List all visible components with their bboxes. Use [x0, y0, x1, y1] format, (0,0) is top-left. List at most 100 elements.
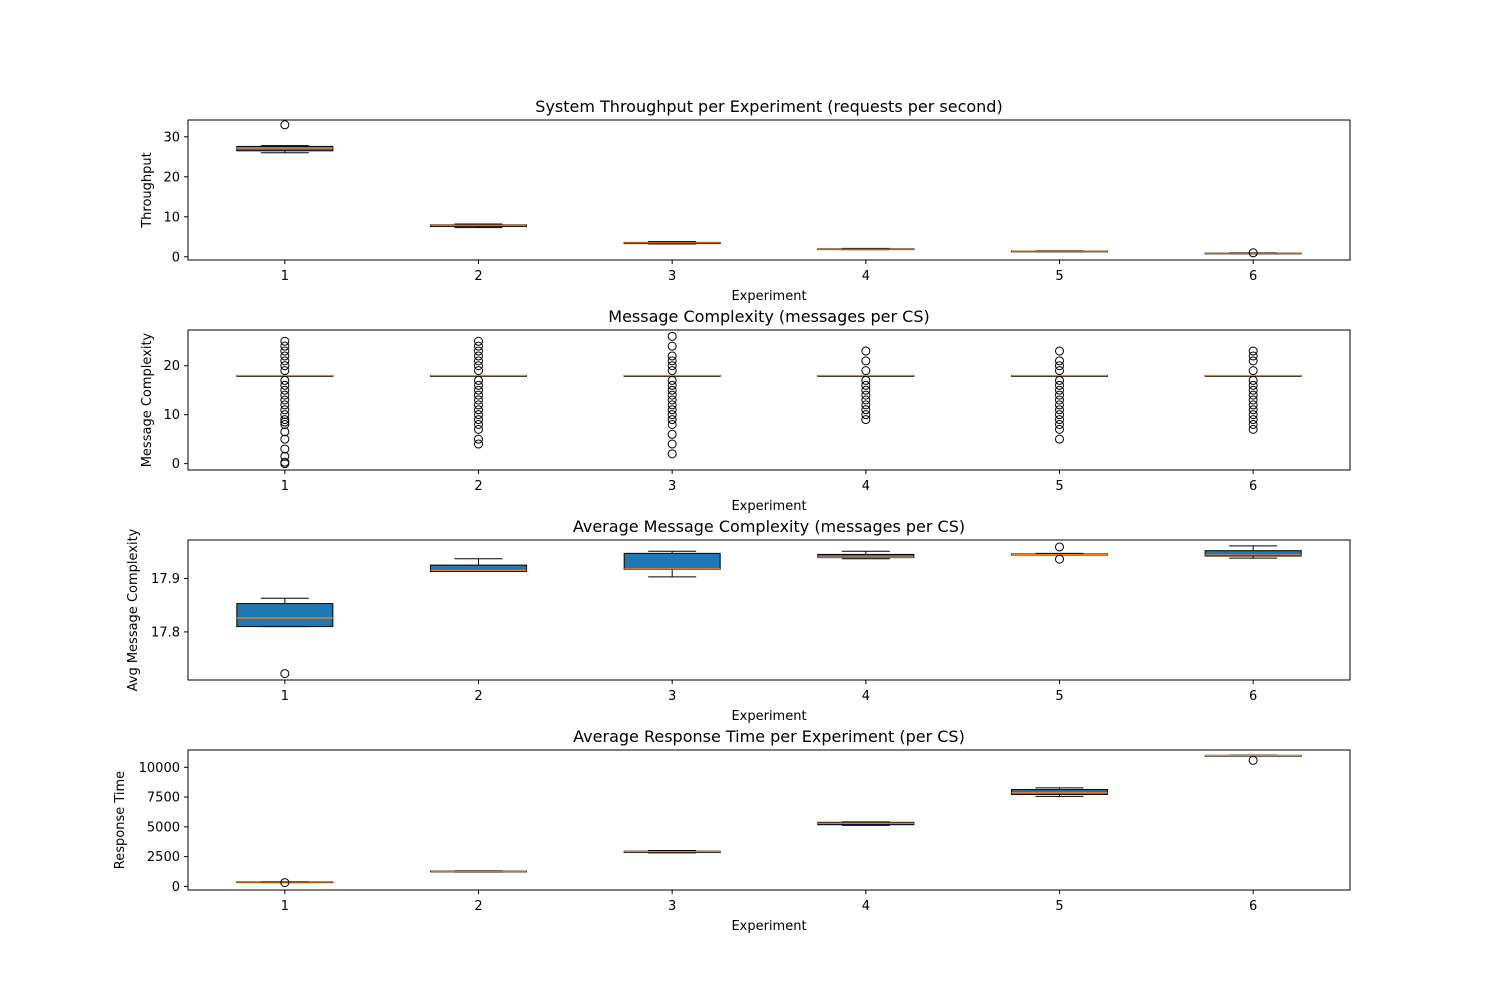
flier-point [1248, 385, 1258, 395]
flier-point [667, 410, 677, 420]
x-tick-label: 6 [1249, 479, 1257, 494]
y-tick-label: 10000 [139, 761, 180, 776]
flier-point [1248, 248, 1258, 258]
flier-point [1248, 419, 1258, 429]
x-tick-label: 5 [1055, 479, 1063, 494]
y-tick-label: 30 [163, 130, 180, 145]
flier-point [667, 385, 677, 395]
flier-point [474, 351, 483, 361]
flier-point [474, 336, 483, 346]
flier-point [1248, 415, 1258, 425]
y-tick-label: 0 [172, 457, 180, 472]
flier-point [474, 415, 483, 425]
box-2 [430, 870, 527, 873]
flier-point [1055, 410, 1064, 420]
chart-title: Average Message Complexity (messages per… [573, 517, 965, 536]
flier-point [861, 390, 871, 400]
flier-point [1248, 356, 1258, 366]
y-tick-label: 17.8 [151, 625, 180, 640]
flier-point [1248, 395, 1258, 405]
box-1 [236, 336, 334, 469]
subplot-3: Average Message Complexity (messages per… [126, 517, 1351, 724]
flier-point [1055, 395, 1064, 405]
flier-point [1055, 361, 1064, 371]
x-tick-label: 2 [474, 689, 482, 704]
x-tick-label: 5 [1055, 689, 1063, 704]
flier-point [280, 375, 290, 385]
y-tick-label: 2500 [147, 850, 180, 865]
y-tick-label: 5000 [147, 820, 180, 835]
x-axis-label: Experiment [731, 709, 806, 724]
flier-point [280, 669, 290, 679]
box-5 [1011, 542, 1108, 564]
flier-point [1248, 400, 1258, 410]
flier-point [280, 417, 290, 427]
flier-point [1055, 415, 1064, 425]
flier-point [474, 341, 483, 351]
flier-point [667, 429, 677, 439]
flier-point [474, 410, 483, 420]
flier-point [667, 361, 677, 371]
flier-point [1248, 755, 1258, 765]
flier-point [667, 449, 677, 459]
y-tick-label: 10 [163, 408, 180, 423]
flier-point [1248, 351, 1258, 361]
flier-point [280, 434, 290, 444]
x-tick-label: 4 [862, 899, 870, 914]
flier-point [280, 444, 290, 454]
flier-point [474, 346, 483, 356]
flier-point [280, 878, 290, 888]
flier-point [1055, 542, 1064, 552]
box-iqr [430, 564, 527, 573]
flier-point [1055, 346, 1064, 356]
flier-point [280, 415, 290, 425]
box-2 [430, 223, 527, 229]
flier-point [667, 395, 677, 405]
chart-title: Message Complexity (messages per CS) [608, 307, 929, 326]
flier-point [280, 410, 290, 420]
y-axis-label: Message Complexity [140, 332, 155, 467]
flier-point [474, 434, 483, 444]
flier-point [1248, 390, 1258, 400]
flier-point [861, 366, 871, 376]
y-tick-label: 10 [163, 210, 180, 225]
flier-point [280, 346, 290, 356]
axes-frame [187, 749, 1351, 891]
x-tick-label: 4 [862, 479, 870, 494]
flier-point [280, 457, 290, 467]
flier-point [474, 439, 483, 449]
flier-point [474, 361, 483, 371]
flier-point [474, 380, 483, 390]
flier-point [280, 419, 290, 429]
flier-point [667, 375, 677, 385]
flier-point [1248, 380, 1258, 390]
x-tick-label: 4 [862, 269, 870, 284]
flier-point [667, 380, 677, 390]
box-6 [1204, 754, 1302, 765]
flier-point [280, 390, 290, 400]
subplot-4: Average Response Time per Experiment (pe… [113, 727, 1351, 934]
box-4 [817, 550, 915, 560]
x-tick-label: 3 [668, 689, 676, 704]
x-tick-label: 6 [1249, 899, 1257, 914]
x-tick-label: 6 [1249, 269, 1257, 284]
flier-point [1248, 410, 1258, 420]
flier-point [1055, 400, 1064, 410]
box-iqr [236, 603, 334, 628]
y-tick-label: 17.9 [151, 572, 180, 587]
box-1 [236, 597, 334, 679]
flier-point [474, 375, 483, 385]
flier-point [280, 361, 290, 371]
flier-point [667, 366, 677, 376]
flier-point [667, 439, 677, 449]
box-3 [623, 550, 721, 578]
x-tick-label: 5 [1055, 899, 1063, 914]
flier-point [861, 405, 871, 415]
flier-point [1055, 366, 1064, 376]
x-tick-label: 2 [474, 269, 482, 284]
y-tick-label: 20 [163, 170, 180, 185]
flier-point [667, 331, 677, 341]
flier-point [861, 380, 871, 390]
x-tick-label: 1 [281, 899, 289, 914]
